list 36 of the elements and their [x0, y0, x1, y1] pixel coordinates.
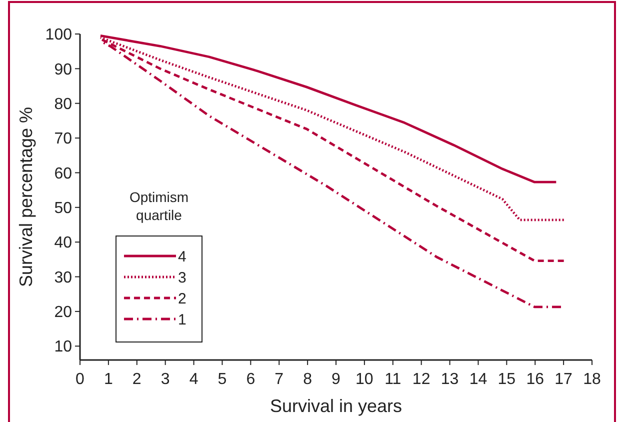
x-tick-label: 4: [189, 371, 198, 388]
legend-label: 2: [178, 290, 186, 308]
x-tick-label: 14: [469, 371, 488, 388]
y-tick-label: 20: [54, 304, 72, 322]
y-tick-label: 70: [54, 130, 72, 148]
x-tick-label: 15: [498, 371, 516, 388]
x-tick-label: 8: [303, 371, 312, 388]
legend-label: 3: [178, 269, 186, 286]
y-axis-title: Survival percentage %: [16, 106, 36, 288]
y-tick-label: 60: [54, 165, 72, 182]
y-tick-label: 40: [54, 234, 72, 252]
x-tick-label: 11: [384, 371, 402, 388]
legend-label: 4: [178, 248, 186, 266]
x-tick-label: 2: [132, 371, 142, 388]
x-tick-label: 13: [440, 371, 459, 388]
legend-label: 1: [178, 311, 186, 328]
x-tick-label: 7: [274, 371, 284, 388]
legend-title: Optimism quartile: [129, 189, 189, 223]
x-tick-label: 6: [246, 371, 256, 388]
x-tick-label: 5: [218, 371, 227, 388]
x-tick-label: 3: [160, 371, 170, 388]
y-tick-label: 30: [54, 269, 72, 286]
x-tick-label: 17: [554, 371, 573, 388]
x-tick-label: 10: [356, 371, 374, 388]
y-tick-label: 80: [54, 96, 72, 113]
x-tick-label: 9: [332, 371, 341, 388]
x-tick-label: 1: [104, 371, 113, 388]
x-tick-label: 16: [526, 371, 544, 388]
x-tick-label: 12: [412, 371, 430, 388]
x-tick-label: 18: [583, 371, 601, 388]
x-tick-label: 0: [76, 371, 85, 388]
x-axis-title: Survival in years: [270, 396, 402, 416]
y-tick-label: 100: [45, 26, 72, 44]
y-tick-label: 10: [54, 338, 72, 356]
y-tick-label: 90: [54, 61, 72, 78]
y-tick-label: 50: [54, 200, 72, 218]
